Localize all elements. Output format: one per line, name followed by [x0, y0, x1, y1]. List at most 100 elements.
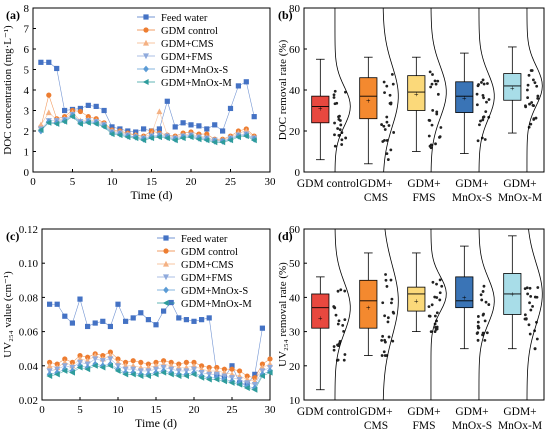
y-tick-label: 2 [24, 126, 30, 138]
data-point [69, 369, 75, 376]
x-tick-label: 10 [107, 176, 119, 188]
jitter-point [529, 308, 533, 312]
jitter-point [336, 127, 340, 130]
data-point [164, 98, 170, 104]
data-point [45, 109, 52, 116]
jitter-point [528, 102, 531, 106]
panel-label: (b) [278, 8, 293, 22]
box-mean: + [414, 90, 419, 99]
data-point [92, 362, 98, 369]
y-tick-label: 20 [289, 126, 301, 138]
data-point [229, 377, 235, 385]
jitter-point [382, 350, 386, 354]
data-point [124, 134, 131, 141]
jitter-point [529, 122, 533, 126]
data-point [62, 107, 68, 114]
data-point [100, 123, 107, 130]
y-tick-label: 3 [24, 106, 30, 118]
data-point [227, 105, 234, 112]
jitter-point [428, 70, 432, 74]
jitter-point [390, 73, 394, 76]
jitter-point [337, 115, 340, 119]
data-point [148, 135, 155, 142]
jitter-point [384, 273, 387, 276]
jitter-point [431, 280, 435, 284]
jitter-point [332, 345, 336, 348]
y-axis-label: DOC concentration (mg·L⁻¹) [2, 25, 14, 155]
data-point [221, 378, 227, 385]
data-point [204, 126, 210, 132]
data-point [235, 83, 241, 89]
density-curve [478, 228, 495, 401]
data-point [227, 137, 234, 144]
data-point [99, 364, 106, 371]
series-line [40, 114, 255, 142]
y-tick-label: 0.12 [19, 224, 38, 236]
data-point [168, 299, 174, 306]
legend-entry: GDM+FMS [181, 273, 233, 284]
data-point [251, 386, 258, 393]
jitter-point [344, 136, 348, 140]
jitter-point [531, 304, 534, 308]
data-point [214, 364, 220, 371]
data-point [235, 134, 241, 141]
legend-marker [143, 14, 149, 20]
category-label: GDM+ [503, 406, 536, 418]
category-label: CMS [364, 420, 388, 432]
series-gdm-fms [46, 356, 273, 388]
data-point [123, 359, 129, 365]
jitter-point [486, 82, 489, 85]
legend-entry: Feed water [181, 234, 228, 245]
box-group: + [455, 7, 495, 173]
data-point [251, 114, 257, 120]
data-point [100, 318, 106, 324]
data-point [93, 120, 99, 127]
density-curve [526, 7, 543, 173]
x-tick-label: 15 [146, 176, 158, 188]
jitter-point [483, 138, 487, 141]
panel-label: (c) [6, 229, 19, 243]
data-point [229, 366, 235, 372]
category-label: GDM control [297, 178, 359, 190]
jitter-point [435, 311, 439, 315]
data-point [219, 139, 226, 146]
data-point [115, 301, 121, 307]
legend-marker [163, 235, 169, 241]
jitter-point [484, 300, 488, 304]
legend-marker [163, 248, 169, 254]
data-point [179, 135, 186, 142]
data-point [140, 137, 147, 144]
legend-entry: GDM+MnOx-M [181, 299, 252, 310]
box-iqr [359, 279, 378, 329]
jitter-point [440, 284, 444, 288]
jitter-point [392, 131, 396, 134]
y-tick-label: 50 [289, 258, 301, 270]
legend-entry: GDM+FMS [161, 52, 213, 63]
y-tick-label: 5 [24, 65, 30, 77]
data-point [195, 136, 202, 143]
category-label: MnOx-S [452, 420, 492, 432]
jitter-point [435, 327, 439, 331]
y-tick-label: 20 [289, 361, 301, 373]
data-point [54, 65, 60, 72]
data-point [138, 359, 144, 365]
jitter-point [435, 112, 439, 116]
data-point [172, 137, 178, 144]
legend-marker [143, 39, 149, 46]
series-line [40, 116, 255, 143]
legend-marker [143, 65, 149, 73]
density-curve [430, 7, 447, 173]
legend-marker [163, 286, 169, 294]
jitter-point [333, 306, 337, 310]
data-point [259, 361, 265, 367]
jitter-point [389, 148, 393, 152]
y-tick-label: 7 [24, 24, 30, 36]
box-iqr [359, 77, 378, 120]
jitter-point [478, 123, 481, 127]
x-tick-label: 25 [225, 176, 237, 188]
panel-label: (a) [6, 8, 20, 22]
data-point [213, 376, 220, 383]
data-point [100, 352, 106, 359]
jitter-point [530, 101, 534, 104]
jitter-point [385, 285, 389, 288]
